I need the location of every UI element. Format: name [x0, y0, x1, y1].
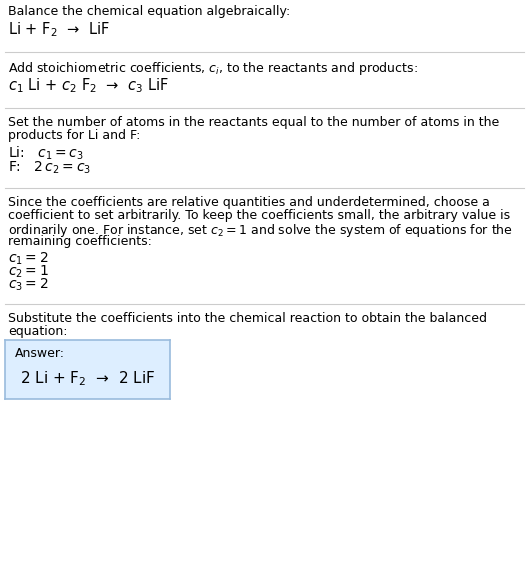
- Text: $c_3 = 2$: $c_3 = 2$: [8, 277, 49, 293]
- Text: Answer:: Answer:: [15, 347, 65, 360]
- Text: $c_1 = 2$: $c_1 = 2$: [8, 251, 49, 268]
- Text: ordinarily one. For instance, set $c_2 = 1$ and solve the system of equations fo: ordinarily one. For instance, set $c_2 =…: [8, 222, 513, 239]
- Text: Li:   $c_1 = c_3$: Li: $c_1 = c_3$: [8, 145, 84, 162]
- Text: 2 Li + F$_2$  →  2 LiF: 2 Li + F$_2$ → 2 LiF: [20, 369, 155, 388]
- Text: Li + F$_2$  →  LiF: Li + F$_2$ → LiF: [8, 20, 110, 39]
- Text: Since the coefficients are relative quantities and underdetermined, choose a: Since the coefficients are relative quan…: [8, 196, 490, 209]
- Text: $c_2 = 1$: $c_2 = 1$: [8, 264, 49, 281]
- Text: products for Li and F:: products for Li and F:: [8, 129, 140, 142]
- Text: $c_1$ Li + $c_2$ F$_2$  →  $c_3$ LiF: $c_1$ Li + $c_2$ F$_2$ → $c_3$ LiF: [8, 76, 169, 95]
- Text: F:   $2\,c_2 = c_3$: F: $2\,c_2 = c_3$: [8, 160, 91, 176]
- Text: equation:: equation:: [8, 325, 68, 338]
- Text: Set the number of atoms in the reactants equal to the number of atoms in the: Set the number of atoms in the reactants…: [8, 116, 499, 129]
- Text: Substitute the coefficients into the chemical reaction to obtain the balanced: Substitute the coefficients into the che…: [8, 312, 487, 325]
- Text: Add stoichiometric coefficients, $c_i$, to the reactants and products:: Add stoichiometric coefficients, $c_i$, …: [8, 60, 418, 77]
- Text: remaining coefficients:: remaining coefficients:: [8, 235, 152, 248]
- Text: coefficient to set arbitrarily. To keep the coefficients small, the arbitrary va: coefficient to set arbitrarily. To keep …: [8, 209, 510, 222]
- Text: Balance the chemical equation algebraically:: Balance the chemical equation algebraica…: [8, 5, 290, 18]
